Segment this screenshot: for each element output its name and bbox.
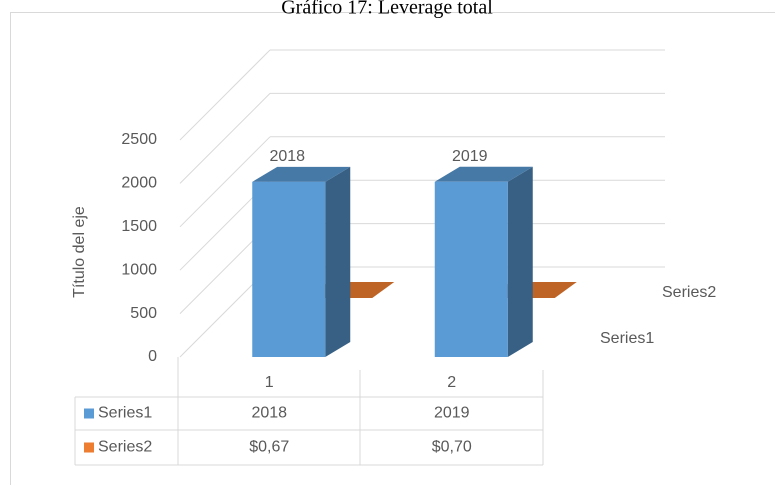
bar-top	[434, 166, 533, 182]
bar-side	[325, 166, 351, 357]
y-tick-label: 1500	[121, 218, 157, 235]
bar-side	[507, 166, 533, 357]
bar	[252, 181, 326, 357]
data-label: 2018	[269, 148, 305, 165]
y-tick-label: 2500	[121, 131, 157, 148]
depth-label: Series1	[600, 330, 654, 347]
y-axis-label: Título del eje	[71, 206, 88, 298]
chart-area	[10, 12, 775, 485]
data-label: 2019	[452, 148, 488, 165]
grid-line	[179, 49, 271, 141]
chart-title: Gráfico 17: Leverage total	[281, 0, 493, 19]
bar	[434, 181, 508, 357]
legend-label: Series1	[98, 405, 152, 422]
table-cell: $0,70	[432, 439, 472, 456]
legend-swatch	[84, 408, 94, 419]
y-tick-label: 1000	[121, 261, 157, 278]
y-tick-label: 500	[130, 305, 157, 322]
grid-line	[179, 93, 271, 184]
depth-label: Series2	[662, 284, 716, 301]
y-tick-label: 2000	[121, 175, 157, 192]
legend-label: Series2	[98, 439, 152, 456]
y-tick-label: 0	[148, 348, 157, 365]
x-tick-label: 2	[447, 374, 456, 391]
bar-top	[252, 166, 351, 182]
legend-swatch	[84, 442, 94, 453]
grid-line	[179, 136, 271, 228]
table-cell: 2019	[434, 405, 470, 422]
table-cell: $0,67	[249, 439, 289, 456]
table-cell: 2018	[251, 405, 287, 422]
x-tick-label: 1	[265, 374, 274, 391]
